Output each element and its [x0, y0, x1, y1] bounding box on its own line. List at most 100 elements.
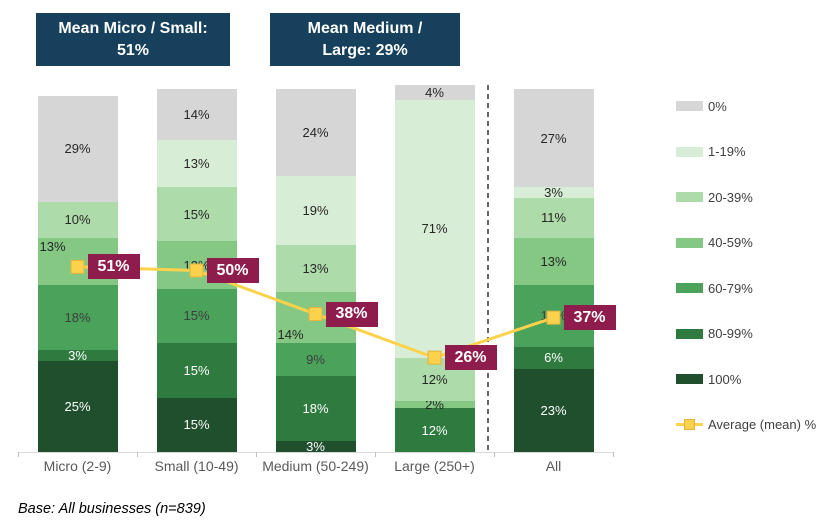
- bar-cell: 23% 6% 17% 13% 11% 3% 27%: [494, 85, 613, 452]
- axis-tick: [494, 452, 495, 457]
- segment-value-label: 15%: [183, 362, 210, 378]
- segment-value-label: 3%: [68, 348, 87, 364]
- bar-segment: 9%: [275, 343, 356, 376]
- legend-item: 40-59%: [676, 233, 816, 253]
- bar-segment: 19%: [275, 176, 356, 246]
- bar-segment: 71%: [394, 99, 475, 358]
- bar-cell: 3% 18% 9% 14% 13% 19% 24%: [256, 85, 375, 455]
- bar-segment: 29%: [37, 96, 118, 202]
- plot-area: 25% 3% 18% 13% 10% 29% 15% 15% 15% 13% 15% 13% 14% 3%…: [18, 85, 616, 457]
- segment-value-label: 11%: [540, 210, 567, 226]
- legend-swatch: [676, 192, 703, 202]
- legend-swatch: [676, 101, 703, 111]
- x-axis-label: Medium (50-249): [262, 458, 369, 474]
- mean-medium-large-box: Mean Medium / Large: 29%: [270, 13, 460, 66]
- segment-value-label: 24%: [302, 125, 329, 141]
- average-badge: 38%: [325, 301, 378, 327]
- bar-segment: 15%: [156, 288, 237, 344]
- segment-value-label: 3%: [306, 439, 325, 455]
- average-marker-glyph: [684, 419, 695, 430]
- segment-value-label: 4%: [425, 85, 444, 101]
- x-axis-label: Small (10-49): [154, 458, 239, 474]
- average-badge: 37%: [563, 305, 616, 331]
- segment-value-label: 2%: [425, 397, 444, 413]
- average-badge: 50%: [206, 258, 259, 283]
- axis-tick: [256, 452, 257, 457]
- legend-swatch: [676, 283, 703, 293]
- mean-micro-small-box: Mean Micro / Small: 51%: [36, 13, 230, 66]
- segment-value-label: 19%: [302, 203, 329, 219]
- mean-medium-large-label: Mean Medium / Large: 29%: [307, 20, 423, 59]
- segment-value-label: 18%: [302, 400, 329, 416]
- segment-value-label: 13%: [302, 261, 329, 277]
- mean-micro-small-label: Mean Micro / Small: 51%: [58, 20, 208, 59]
- legend-item: 20-39%: [676, 187, 816, 207]
- legend-label: 40-59%: [708, 235, 753, 250]
- bar-segment: 13%: [275, 245, 356, 293]
- segment-value-label: 13%: [39, 238, 66, 254]
- x-axis-label: Micro (2-9): [43, 458, 112, 474]
- legend: 0% 1-19% 20-39% 40-59% 60-79% 80-99% 100% Avera…: [676, 96, 816, 460]
- bar-segment: 15%: [156, 343, 237, 398]
- bar-segment: 12%: [394, 408, 475, 452]
- bar-segment: 18%: [37, 285, 118, 351]
- segment-value-label: 13%: [183, 155, 210, 171]
- segment-value-label: 12%: [421, 371, 448, 387]
- legend-label: 60-79%: [708, 280, 753, 296]
- legend-item: 1-19%: [676, 142, 816, 162]
- x-axis-label: All: [545, 458, 562, 474]
- bar-segment: 15%: [156, 187, 237, 242]
- bar-segment: 12%: [394, 357, 475, 402]
- axis-tick: [375, 452, 376, 457]
- axis-tick: [613, 452, 614, 457]
- bar-segment: 14%: [156, 89, 237, 140]
- segment-value-label: 10%: [64, 212, 91, 228]
- base-note: Base: All businesses (n=839): [18, 501, 206, 517]
- legend-item: 100%: [676, 369, 816, 389]
- bar-segment: 24%: [275, 89, 356, 177]
- legend-swatch: [676, 374, 703, 384]
- bar-segment: 3%: [37, 348, 118, 364]
- segment-value-label: 18%: [64, 310, 91, 326]
- x-axis-label: Large (250+): [394, 458, 475, 474]
- segment-value-label: 15%: [183, 417, 210, 433]
- segment-value-label: 3%: [544, 184, 563, 200]
- legend-item: 0%: [676, 96, 816, 116]
- legend-item-average: Average (mean) %: [676, 415, 816, 435]
- bar-segment: 25%: [37, 361, 118, 452]
- segment-value-label: 15%: [183, 206, 210, 222]
- stacked-bar: 3% 18% 9% 14% 13% 19% 24%: [275, 85, 356, 455]
- bar-segment: 4%: [394, 85, 475, 101]
- segment-value-label: 14%: [277, 327, 304, 343]
- segment-value-label: 25%: [64, 399, 91, 415]
- bar-segment: 10%: [37, 201, 118, 238]
- stacked-bar: 12% 2% 12% 71% 4%: [394, 85, 475, 452]
- segment-value-label: 12%: [421, 422, 448, 438]
- segment-value-label: 23%: [540, 402, 567, 418]
- average-badge: 26%: [444, 345, 497, 371]
- bar-segment: 6%: [513, 346, 594, 369]
- average-badge: 51%: [87, 254, 140, 280]
- legend-label: 1-19%: [708, 144, 746, 159]
- segment-value-label: 14%: [183, 106, 210, 122]
- segment-value-label: 9%: [306, 351, 325, 367]
- legend-label: 20-39%: [708, 189, 753, 205]
- bar-segment: 3%: [275, 439, 356, 455]
- legend-swatch: [676, 328, 703, 339]
- segment-value-label: 71%: [421, 221, 448, 237]
- bar-segment: 3%: [513, 184, 594, 200]
- legend-item: 60-79%: [676, 278, 816, 298]
- bar-segment: 2%: [394, 397, 475, 413]
- bar-segment: 23%: [513, 368, 594, 452]
- segment-value-label: 15%: [183, 308, 210, 324]
- segment-value-label: 6%: [544, 350, 563, 366]
- segment-value-label: 27%: [540, 130, 567, 146]
- x-axis-category-labels: Micro (2-9) Small (10-49) Medium (50-249) L…: [18, 458, 613, 474]
- legend-label: 80-99%: [708, 326, 753, 341]
- bar-segment: 27%: [513, 89, 594, 188]
- bar-segment: 11%: [513, 197, 594, 238]
- axis-tick: [18, 452, 19, 457]
- bar-segment: 18%: [275, 375, 356, 442]
- legend-item: 80-99%: [676, 324, 816, 344]
- stacked-bar: 23% 6% 17% 13% 11% 3% 27%: [513, 85, 594, 452]
